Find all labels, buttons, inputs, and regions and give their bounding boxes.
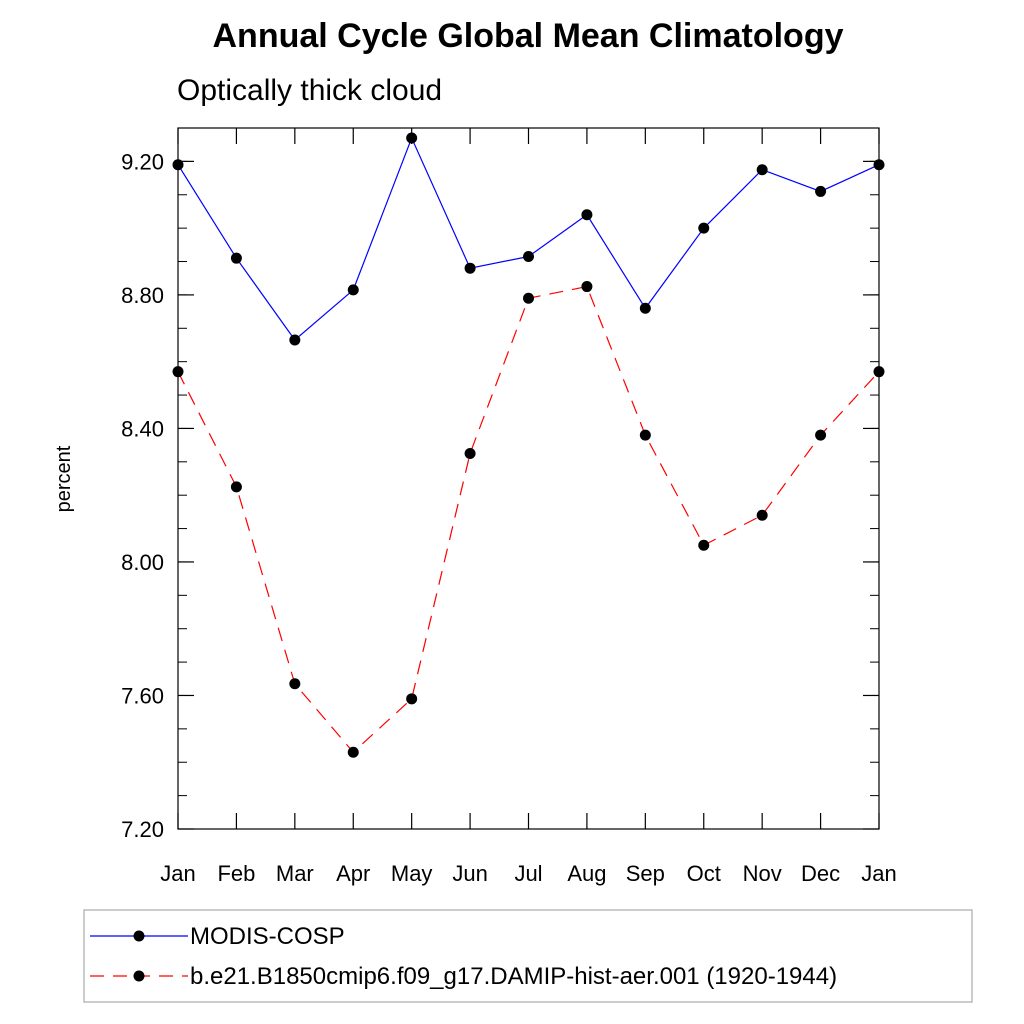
series-1-point [815, 185, 827, 197]
series-layer [172, 132, 885, 758]
legend-box [83, 909, 973, 1003]
series-2-point [698, 539, 710, 551]
legend-marker-series-1 [133, 930, 145, 942]
series-2-point [581, 281, 593, 293]
series-1-point [873, 159, 885, 171]
y-tick-label: 7.20 [121, 817, 164, 842]
x-tick-label: Oct [687, 861, 721, 886]
series-2-point [873, 366, 885, 378]
x-tick-label: Mar [276, 861, 314, 886]
x-tick-label: Jun [452, 861, 487, 886]
series-1-point [464, 262, 476, 274]
series-2-point [756, 509, 768, 521]
series-1-point [172, 159, 184, 171]
series-1-point [639, 302, 651, 314]
series-2-point [172, 366, 184, 378]
series-1-point [756, 164, 768, 176]
series-2-point [406, 693, 418, 705]
y-tick-label: 8.40 [121, 416, 164, 441]
series-2-point [815, 429, 827, 441]
series-1-point [230, 252, 242, 264]
x-tick-label: Dec [801, 861, 840, 886]
legend-marker-series-2 [133, 970, 145, 982]
series-2-line [177, 285, 880, 754]
series-1-point [289, 334, 301, 346]
series-2-point [639, 429, 651, 441]
plot-frame [177, 127, 880, 830]
series-1-line [177, 136, 880, 341]
y-tick-label: 7.60 [121, 683, 164, 708]
series-1-point [347, 284, 359, 296]
series-2-point [230, 481, 242, 493]
y-tick-label: 8.80 [121, 283, 164, 308]
y-tick-label: 8.00 [121, 550, 164, 575]
series-2-point [464, 447, 476, 459]
series-1-point [698, 222, 710, 234]
x-tick-label: Jul [514, 861, 542, 886]
legend-label-series-1: MODIS-COSP [190, 923, 345, 950]
legend: MODIS-COSP b.e21.B1850cmip6.f09_g17.DAMI… [83, 909, 973, 1003]
x-tick-label: Sep [626, 861, 665, 886]
x-tick-label: Nov [743, 861, 782, 886]
series-2-point [347, 746, 359, 758]
chart-subtitle: Optically thick cloud [177, 74, 442, 107]
y-axis-label: percent [53, 445, 75, 512]
chart-title: Annual Cycle Global Mean Climatology [213, 17, 844, 55]
y-tick-label: 9.20 [121, 149, 164, 174]
y-axis-ticks: 7.20 7.60 8.00 8.40 8.80 9.20 [121, 149, 879, 842]
x-axis-ticks: Jan Feb Mar Apr May Jun Jul Aug Sep Oct Nov Dec Jan [160, 128, 897, 886]
series-2-point [523, 292, 534, 304]
legend-label-series-2: b.e21.B1850cmip6.f09_g17.DAMIP-hist-aer.… [190, 963, 837, 990]
x-tick-label: Feb [217, 861, 255, 886]
x-tick-label: Apr [336, 861, 370, 886]
series-1-point [581, 209, 593, 221]
x-tick-label: Jan [160, 861, 195, 886]
plot-border [177, 127, 880, 830]
x-tick-label: May [391, 861, 433, 886]
series-1-point [406, 132, 418, 144]
x-tick-label: Aug [567, 861, 606, 886]
minor-ticks [178, 127, 879, 830]
series-1-point [523, 251, 534, 263]
series-2-point [289, 678, 301, 690]
x-tick-label: Jan [861, 861, 896, 886]
